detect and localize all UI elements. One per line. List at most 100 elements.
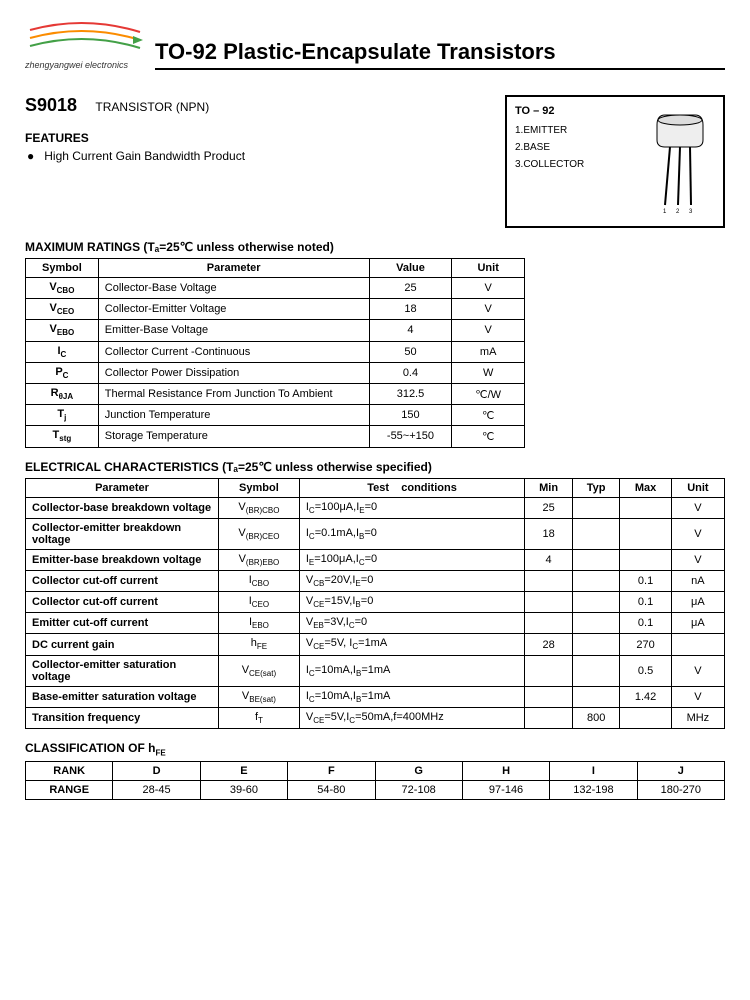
cell-param: Thermal Resistance From Junction To Ambi… — [98, 383, 369, 404]
cell-symbol: VCE(sat) — [219, 655, 300, 686]
hfe-rank: D — [113, 762, 200, 781]
cell-min — [525, 613, 573, 634]
cell-typ — [572, 497, 619, 518]
cell-symbol: Tstg — [26, 426, 99, 447]
pin-label: 1.EMITTER — [515, 125, 645, 136]
table-row: Tstg Storage Temperature -55~+150 ℃ — [26, 426, 525, 447]
cell-param: Transition frequency — [26, 707, 219, 728]
elec-heading: ELECTRICAL CHARACTERISTICS (Tₐ=25℃ unles… — [25, 460, 725, 474]
col-min: Min — [525, 478, 573, 497]
cell-symbol: VBE(sat) — [219, 686, 300, 707]
cell-symbol: hFE — [219, 634, 300, 655]
hfe-range: 28-45 — [113, 781, 200, 800]
hfe-rank: F — [288, 762, 375, 781]
col-unit: Unit — [671, 478, 724, 497]
table-row: Transition frequency fT VCE=5V,IC=50mA,f… — [26, 707, 725, 728]
hfe-range: 180-270 — [637, 781, 724, 800]
svg-text:1: 1 — [663, 209, 667, 215]
cell-min — [525, 655, 573, 686]
cell-typ — [572, 549, 619, 570]
logo-swirl — [25, 20, 145, 60]
table-row: Collector-emitter saturation voltage VCE… — [26, 655, 725, 686]
cell-min — [525, 592, 573, 613]
cell-symbol: VCEO — [26, 299, 99, 320]
cell-test: VCE=15V,IB=0 — [299, 592, 524, 613]
svg-text:2: 2 — [676, 209, 680, 215]
col-param: Parameter — [26, 478, 219, 497]
elec-table: Parameter Symbol Test conditions Min Typ… — [25, 478, 725, 730]
cell-param: Collector-Emitter Voltage — [98, 299, 369, 320]
cell-unit: ℃ — [452, 405, 525, 426]
cell-max — [620, 497, 671, 518]
hfe-range: 72-108 — [375, 781, 462, 800]
cell-min: 4 — [525, 549, 573, 570]
cell-symbol: IC — [26, 341, 99, 362]
cell-unit: V — [671, 655, 724, 686]
cell-param: Collector Current -Continuous — [98, 341, 369, 362]
cell-param: Collector-emitter saturation voltage — [26, 655, 219, 686]
cell-value: 150 — [369, 405, 452, 426]
cell-symbol: VCBO — [26, 278, 99, 299]
table-row: RθJA Thermal Resistance From Junction To… — [26, 383, 525, 404]
cell-symbol: Tj — [26, 405, 99, 426]
cell-test: VEB=3V,IC=0 — [299, 613, 524, 634]
cell-min: 25 — [525, 497, 573, 518]
table-row: Base-emitter saturation voltage VBE(sat)… — [26, 686, 725, 707]
hfe-heading: CLASSIFICATION OF hFE — [25, 741, 725, 757]
page-title: TO-92 Plastic-Encapsulate Transistors — [155, 39, 725, 70]
col-param: Parameter — [98, 259, 369, 278]
package-title: TO – 92 — [515, 105, 645, 117]
col-symbol: Symbol — [26, 259, 99, 278]
cell-unit: ℃ — [452, 426, 525, 447]
cell-value: 25 — [369, 278, 452, 299]
col-unit: Unit — [452, 259, 525, 278]
cell-param: Emitter cut-off current — [26, 613, 219, 634]
cell-param: DC current gain — [26, 634, 219, 655]
cell-unit: mA — [452, 341, 525, 362]
cell-typ — [572, 613, 619, 634]
table-row: VCBO Collector-Base Voltage 25 V — [26, 278, 525, 299]
cell-param: Collector cut-off current — [26, 570, 219, 591]
cell-max: 270 — [620, 634, 671, 655]
col-typ: Typ — [572, 478, 619, 497]
cell-test: IC=10mA,IB=1mA — [299, 655, 524, 686]
hfe-rank: G — [375, 762, 462, 781]
col-test: Test conditions — [299, 478, 524, 497]
cell-param: Storage Temperature — [98, 426, 369, 447]
col-max: Max — [620, 478, 671, 497]
part-number: S9018 — [25, 95, 77, 115]
cell-param: Base-emitter saturation voltage — [26, 686, 219, 707]
package-drawing: 1 2 3 — [645, 105, 715, 218]
cell-param: Collector-base breakdown voltage — [26, 497, 219, 518]
cell-unit: ℃/W — [452, 383, 525, 404]
cell-symbol: ICEO — [219, 592, 300, 613]
hfe-rank: H — [462, 762, 549, 781]
hfe-rank: I — [550, 762, 637, 781]
cell-symbol: ICBO — [219, 570, 300, 591]
pin-label: 2.BASE — [515, 142, 645, 153]
cell-symbol: IEBO — [219, 613, 300, 634]
package-diagram-box: TO – 92 1.EMITTER 2.BASE 3.COLLECTOR 1 2… — [505, 95, 725, 228]
svg-text:3: 3 — [689, 209, 693, 215]
cell-test: VCE=5V,IC=50mA,f=400MHz — [299, 707, 524, 728]
col-value: Value — [369, 259, 452, 278]
table-row: Collector cut-off current ICEO VCE=15V,I… — [26, 592, 725, 613]
cell-typ — [572, 655, 619, 686]
cell-test: IC=100μA,IE=0 — [299, 497, 524, 518]
cell-test: VCE=5V, IC=1mA — [299, 634, 524, 655]
hfe-rank: J — [637, 762, 724, 781]
table-row: IC Collector Current -Continuous 50 mA — [26, 341, 525, 362]
hfe-range: 132-198 — [550, 781, 637, 800]
cell-symbol: fT — [219, 707, 300, 728]
cell-max: 1.42 — [620, 686, 671, 707]
cell-typ — [572, 634, 619, 655]
cell-unit: μA — [671, 592, 724, 613]
cell-param: Collector-Base Voltage — [98, 278, 369, 299]
table-row: Emitter-base breakdown voltage V(BR)EBO … — [26, 549, 725, 570]
cell-max: 0.1 — [620, 570, 671, 591]
cell-unit: MHz — [671, 707, 724, 728]
cell-value: 0.4 — [369, 362, 452, 383]
features-heading: FEATURES — [25, 131, 490, 145]
table-row: Emitter cut-off current IEBO VEB=3V,IC=0… — [26, 613, 725, 634]
cell-symbol: VEBO — [26, 320, 99, 341]
